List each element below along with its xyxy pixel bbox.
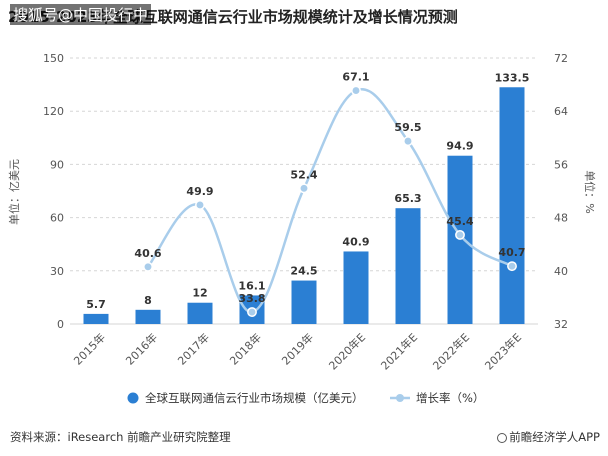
y-tick-label-left: 90 [50,158,64,171]
bar-value-label: 24.5 [290,265,317,278]
y-tick-label-right: 48 [554,212,568,225]
brand-icon [497,433,508,443]
bar-series: 5.7 8 12 16.1 24.5 40.9 65.3 94.9 133.5 [83,71,530,324]
x-tick-label: 2015年 [71,330,108,367]
bar-value-label: 5.7 [86,298,106,311]
legend-bar-marker [127,392,139,404]
line-value-label: 49.9 [186,185,213,198]
legend: 全球互联网通信云行业市场规模（亿美元） 增长率（%） [127,391,484,405]
bar [83,313,109,324]
brand: 前瞻经济学人APP [497,429,600,445]
y-tick-label-right: 56 [554,158,568,171]
footer: 资料来源：iResearch 前瞻产业研究院整理 前瞻经济学人APP [0,426,608,448]
line-point [507,261,517,272]
bar-value-label: 94.9 [446,140,473,153]
bar-value-label: 12 [192,287,207,300]
x-axis: 2015年 2016年 2017年 2018年 2019年 2020年E 2021年E 202… [71,330,525,372]
bar-value-label: 8 [144,294,152,307]
source-note: 资料来源：iResearch 前瞻产业研究院整理 [10,430,231,444]
x-tick-label: 2019年 [279,330,316,367]
line-point [247,307,257,317]
y-tick-label-left: 30 [50,265,64,278]
y-axis-left: 0 30 60 90 120 150 [43,52,64,331]
y-tick-label-right: 32 [554,318,568,331]
line-value-label: 40.6 [134,247,161,260]
bar [447,155,473,324]
y-axis-right-label: 单位：% [583,170,597,213]
y-axis-right: 32 40 48 56 64 72 [554,52,568,331]
brand-label: 前瞻经济学人APP [509,430,600,444]
line-point [351,85,361,96]
line-series: 40.6 49.9 33.8 52.4 67.1 59.5 45.4 40.7 [134,71,526,317]
legend-line-point [396,394,404,402]
y-tick-label-right: 72 [554,52,568,65]
x-tick-label: 2017年 [175,330,212,367]
bar-value-label: 16.1 [238,279,265,292]
line-value-label: 45.4 [446,215,473,228]
y-tick-label-left: 0 [57,318,64,331]
y-axis-left-label: 单位：亿美元 [7,159,21,225]
x-tick-label: 2020年E [326,330,368,372]
bar [395,208,421,324]
line-value-label: 67.1 [342,71,369,84]
y-tick-label-left: 120 [43,105,64,118]
bar [343,251,369,324]
legend-line-label: 增长率（%） [416,391,484,405]
y-tick-label-left: 60 [50,212,64,225]
y-tick-label-right: 40 [554,265,568,278]
line-value-label: 59.5 [394,121,421,134]
bar [187,302,213,324]
bar [135,309,161,324]
x-tick-label: 2022年E [430,330,472,372]
y-tick-label-left: 150 [43,52,64,65]
x-tick-label: 2018年 [227,330,264,367]
line-point [195,200,205,210]
line-point [299,183,309,194]
chart: 0 30 60 90 120 150 32 40 48 56 64 72 5.7 8 12 16.1 24.… [7,52,597,405]
x-tick-label: 2021年E [378,330,420,372]
line-value-label: 40.7 [498,246,525,259]
line-value-label: 33.8 [238,292,265,305]
line-point [455,229,465,240]
x-tick-label: 2016年 [123,330,160,367]
line-point [143,261,153,272]
bar [499,87,525,324]
bar-value-label: 133.5 [495,71,530,84]
x-tick-label: 2023年E [482,330,524,372]
bar [291,280,317,324]
bar-value-label: 65.3 [394,192,421,205]
bar-value-label: 40.9 [342,235,369,248]
watermark-text: 搜狐号@中国投行中 [10,4,152,25]
y-tick-label-right: 64 [554,105,568,118]
line-value-label: 52.4 [290,168,317,181]
growth-rate-line [147,87,513,314]
legend-bar-label: 全球互联网通信云行业市场规模（亿美元） [145,391,364,405]
line-point [403,136,413,147]
